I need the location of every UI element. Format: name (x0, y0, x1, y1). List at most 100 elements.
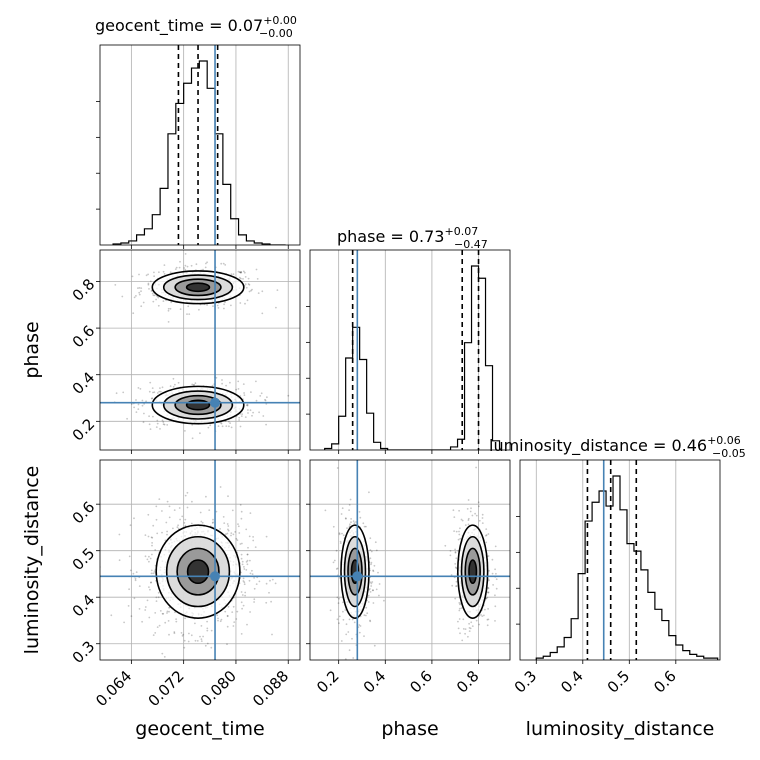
sample-point (235, 537, 238, 540)
histogram-geocent-time (112, 60, 286, 245)
sample-point (159, 610, 162, 612)
sample-point (184, 253, 187, 255)
sample-point (135, 399, 137, 401)
histogram-phase (324, 265, 501, 450)
sample-point (365, 614, 367, 617)
sample-point (246, 623, 248, 626)
title-phase-plus: +0.07 (444, 225, 478, 238)
x-tick-label: 0.064 (92, 667, 135, 710)
sample-point (345, 633, 348, 636)
sample-point (347, 631, 350, 633)
sample-point (245, 569, 248, 571)
sample-point (202, 635, 205, 638)
sample-point (168, 633, 170, 636)
sample-point (485, 534, 487, 537)
sample-point (239, 271, 242, 274)
sample-point (478, 623, 481, 626)
sample-point (468, 622, 470, 625)
sample-point (177, 381, 180, 384)
sample-point (265, 423, 267, 426)
sample-point (460, 518, 463, 521)
sample-point (467, 523, 470, 526)
sample-point (138, 293, 141, 296)
sample-point (453, 516, 456, 518)
sample-point (246, 404, 249, 407)
sample-point (133, 597, 136, 600)
sample-point (365, 606, 368, 609)
sample-point (143, 412, 145, 415)
sample-point (206, 642, 209, 645)
contour-line (165, 535, 231, 608)
sample-point (240, 591, 243, 593)
sample-point (240, 553, 243, 556)
sample-point (373, 644, 376, 647)
x-axis-label-phase: phase (381, 718, 438, 740)
sample-point (359, 625, 362, 627)
sample-point (475, 514, 478, 517)
sample-point (224, 301, 226, 304)
sample-point (194, 639, 197, 642)
sample-point (147, 282, 150, 285)
sample-point (370, 582, 373, 585)
y-tick-label: 0.8 (69, 275, 99, 305)
sample-point (257, 292, 260, 294)
sample-point (134, 577, 137, 580)
title-phase-minus: −0.47 (454, 238, 488, 251)
sample-point (147, 513, 150, 516)
sample-point (455, 580, 458, 583)
sample-point (464, 628, 467, 630)
sample-point (217, 425, 220, 427)
sample-point (166, 530, 169, 533)
sample-point (162, 270, 165, 273)
sample-point (167, 620, 170, 622)
sample-point (481, 615, 484, 617)
sample-point (199, 432, 201, 435)
sample-point (336, 467, 339, 469)
sample-point (166, 612, 168, 614)
sample-point (454, 551, 457, 554)
contour-line (468, 559, 478, 585)
sample-point (149, 588, 151, 591)
sample-point (332, 525, 335, 528)
sample-point (142, 301, 145, 304)
sample-point (206, 304, 209, 306)
sample-point (462, 618, 465, 621)
sample-point (232, 625, 235, 627)
sample-point (450, 574, 453, 576)
joint-panel-phase-vs-geocent-time: 0.2 0.4 0.6 0.8 (69, 249, 301, 454)
sample-point (238, 276, 241, 279)
sample-point (367, 594, 370, 597)
contour-line (174, 278, 222, 297)
sample-point (255, 583, 258, 585)
x-tick-label: 0.3 (511, 667, 541, 697)
sample-point (247, 546, 249, 549)
title-geocent-time-minus: −0.00 (259, 27, 293, 40)
sample-point (162, 612, 165, 615)
sample-point (372, 589, 374, 592)
sample-point (247, 409, 249, 411)
sample-point (243, 568, 246, 570)
sample-point (227, 495, 229, 498)
sample-point (456, 585, 458, 587)
sample-point (251, 288, 253, 291)
sample-point (166, 424, 169, 426)
sample-point (229, 381, 231, 384)
sample-point (348, 618, 351, 621)
sample-point (478, 519, 481, 522)
sample-point (378, 594, 380, 597)
sample-point (241, 413, 244, 415)
sample-point (169, 385, 172, 387)
sample-point (233, 621, 236, 623)
sample-point (377, 571, 379, 574)
sample-point (370, 563, 372, 566)
sample-point (491, 572, 494, 575)
sample-point (259, 395, 262, 397)
sample-point (256, 278, 259, 280)
sample-point (179, 308, 182, 310)
sample-point (243, 271, 246, 274)
sample-point (204, 266, 207, 269)
sample-point (147, 273, 150, 276)
sample-point (245, 561, 248, 563)
contour-line (460, 535, 485, 608)
